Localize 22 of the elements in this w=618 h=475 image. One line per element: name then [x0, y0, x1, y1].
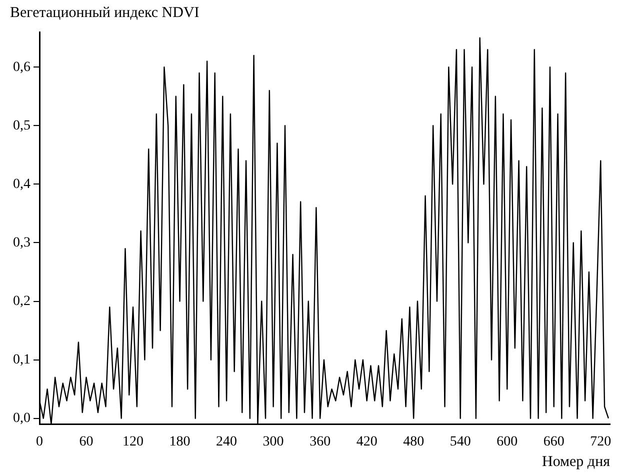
x-tick-label: 540 [450, 434, 471, 450]
y-tick-label: 0,1 [13, 352, 30, 368]
x-tick-label: 480 [403, 434, 424, 450]
y-tick-label: 0,6 [13, 60, 30, 75]
y-tick-label: 0,2 [13, 294, 30, 309]
x-tick-label: 720 [590, 434, 612, 450]
x-tick-label: 420 [356, 434, 378, 450]
x-axis-title: Номер дня [542, 454, 610, 470]
chart-title: Вегетационный индекс NDVI [10, 4, 200, 21]
x-tick-label: 180 [169, 434, 190, 450]
y-tick-label: 0,0 [13, 411, 30, 426]
x-tick-label: 0 [36, 434, 43, 450]
x-tick-label: 120 [122, 434, 144, 450]
x-tick-label: 360 [310, 434, 331, 450]
y-tick-label: 0,4 [13, 176, 30, 192]
x-tick-label: 660 [543, 434, 564, 450]
x-tick-label: 60 [79, 434, 94, 450]
x-tick-label: 240 [216, 434, 238, 450]
y-tick-label: 0,5 [13, 118, 30, 134]
y-tick-label: 0,3 [13, 235, 30, 250]
x-tick-label: 300 [262, 434, 284, 450]
x-tick-label: 600 [496, 434, 518, 450]
